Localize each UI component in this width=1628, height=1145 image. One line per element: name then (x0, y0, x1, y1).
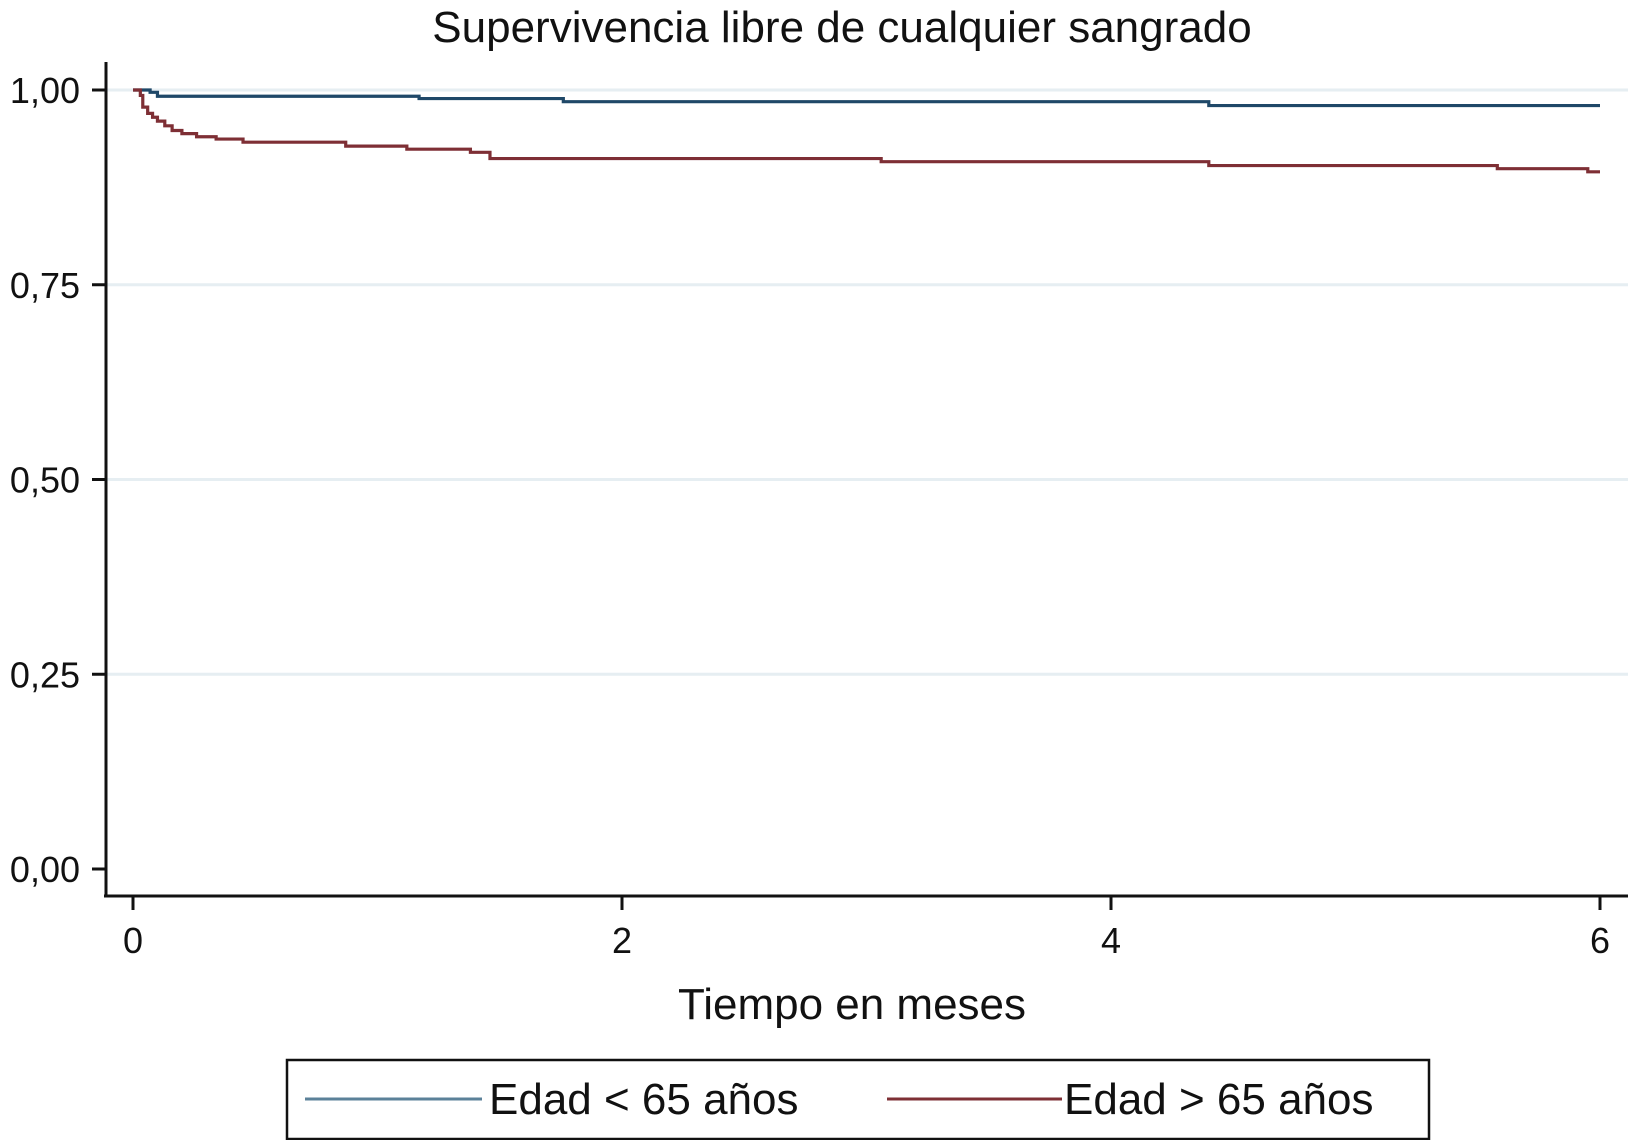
series-line-0 (133, 88, 1600, 108)
gridlines (107, 88, 1628, 676)
legend-label-over-65: Edad > 65 años (1064, 1075, 1373, 1124)
legend: Edad < 65 años Edad > 65 años (285, 1058, 1431, 1141)
x-tick-label-0: 0 (123, 920, 143, 961)
x-tick-label-3: 6 (1590, 920, 1610, 961)
legend-label-under-65: Edad < 65 años (489, 1075, 798, 1124)
y-axis-ticks: 0,00 0,25 0,50 0,75 1,00 (10, 70, 106, 890)
y-tick-label-4: 1,00 (10, 70, 80, 111)
chart-title: Supervivencia libre de cualquier sangrad… (432, 3, 1251, 52)
y-tick-label-3: 0,75 (10, 265, 80, 306)
x-tick-label-2: 4 (1101, 920, 1121, 961)
y-tick-label-2: 0,50 (10, 460, 80, 501)
y-tick-label-1: 0,25 (10, 654, 80, 695)
survival-curves (133, 88, 1600, 174)
x-axis-label: Tiempo en meses (678, 980, 1026, 1029)
y-tick-label-0: 0,00 (10, 849, 80, 890)
x-tick-label-1: 2 (612, 920, 632, 961)
series-line-1 (133, 88, 1600, 174)
x-axis-ticks: 0 2 4 6 (123, 896, 1610, 961)
